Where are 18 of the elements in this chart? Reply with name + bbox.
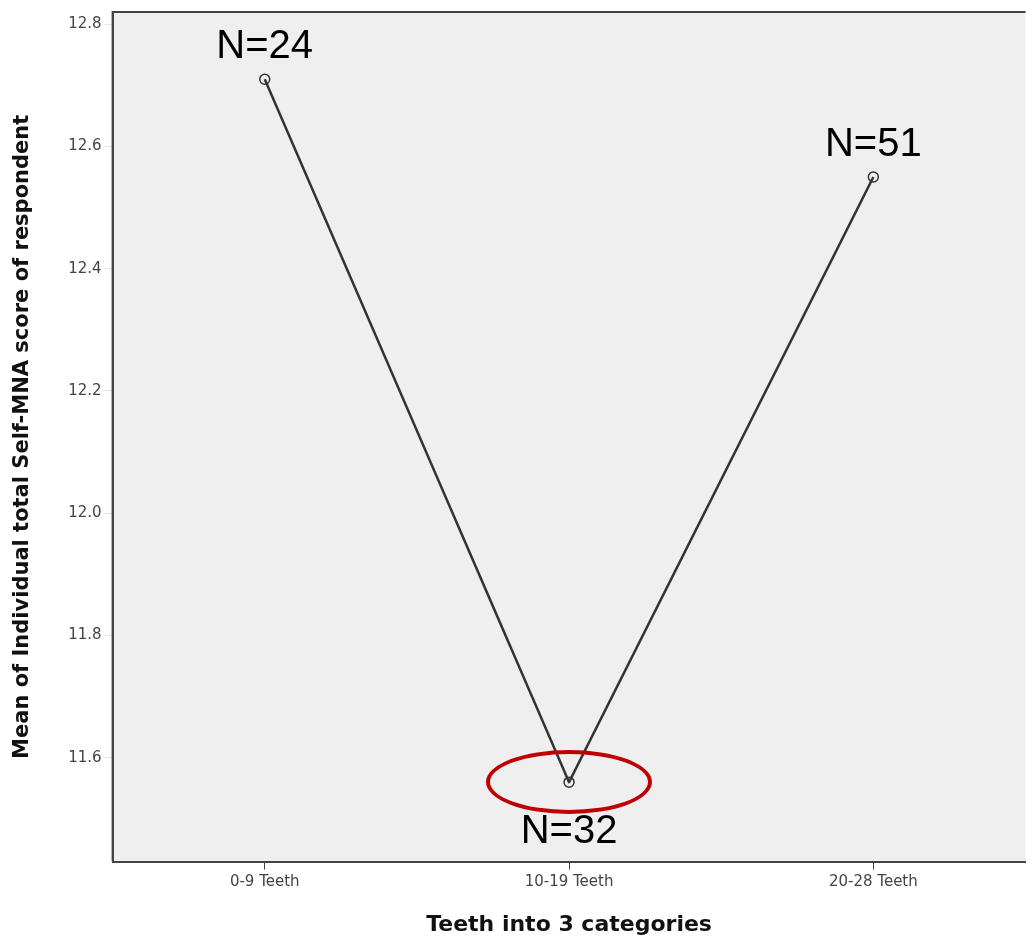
y-tick-label: 12.8 — [68, 14, 102, 33]
x-tick-label: 20-28 Teeth — [828, 872, 918, 891]
annotation: N=24 — [216, 22, 314, 67]
annotation: N=51 — [824, 120, 922, 165]
x-axis-title: Teeth into 3 categories — [426, 910, 712, 936]
y-tick-label: 12.2 — [68, 380, 102, 399]
y-tick-label: 11.8 — [68, 625, 102, 644]
y-axis-title: Mean of Individual total Self-MNA score of respondent — [9, 114, 34, 759]
y-tick-label: 12.4 — [68, 258, 102, 277]
point — [867, 171, 880, 183]
y-tick-label: 11.6 — [68, 747, 102, 766]
point — [563, 776, 575, 788]
y-tick-label: 12.0 — [68, 503, 102, 522]
y-tick-label: 12.6 — [68, 136, 102, 155]
point — [259, 73, 271, 85]
annotation: N=32 — [520, 807, 618, 852]
x-tick-label: 0-9 Teeth — [229, 872, 300, 891]
x-tick-label: 10-19 Teeth — [524, 872, 614, 891]
